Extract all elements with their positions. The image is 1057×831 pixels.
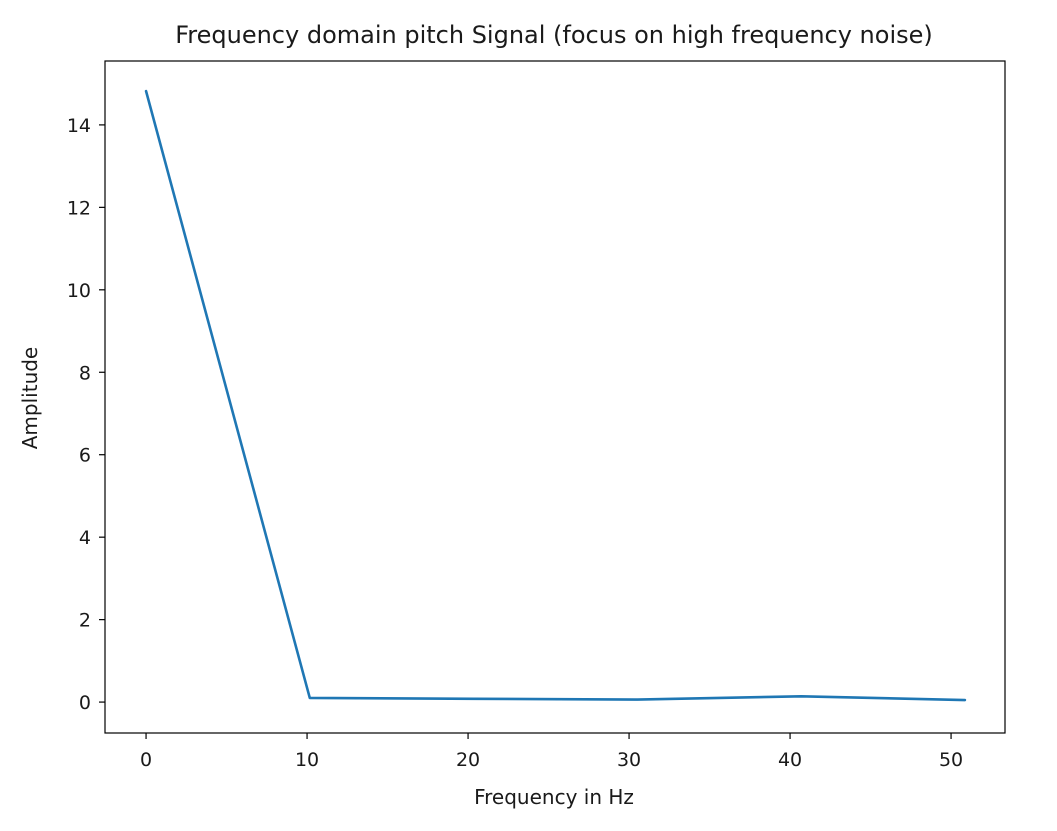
- plot-frame: [104, 60, 1006, 734]
- y-tick-label: 12: [67, 197, 91, 219]
- x-tick-label: 40: [778, 749, 802, 771]
- chart-title: Frequency domain pitch Signal (focus on …: [175, 21, 933, 49]
- plot-area: [104, 60, 1006, 734]
- x-tick-label: 50: [939, 749, 963, 771]
- series-line-1: [144, 89, 967, 702]
- y-axis-label: Amplitude: [18, 347, 42, 450]
- x-tick-label: 30: [617, 749, 641, 771]
- y-tick-label: 4: [79, 527, 91, 549]
- y-tick-label: 14: [67, 115, 91, 137]
- x-tick-label: 10: [295, 749, 319, 771]
- y-tick-label: 2: [79, 610, 91, 632]
- x-axis-label: Frequency in Hz: [474, 785, 634, 809]
- x-axis: 0 10 20 30 40 50: [140, 733, 963, 771]
- x-tick-label: 20: [456, 749, 480, 771]
- y-tick-label: 10: [67, 280, 91, 302]
- x-tick-label: 0: [140, 749, 152, 771]
- y-tick-label: 8: [79, 362, 91, 384]
- y-tick-label: 0: [79, 692, 91, 714]
- y-tick-label: 6: [79, 445, 91, 467]
- y-axis: 0 2 4 6 8 10 12 14: [67, 115, 105, 714]
